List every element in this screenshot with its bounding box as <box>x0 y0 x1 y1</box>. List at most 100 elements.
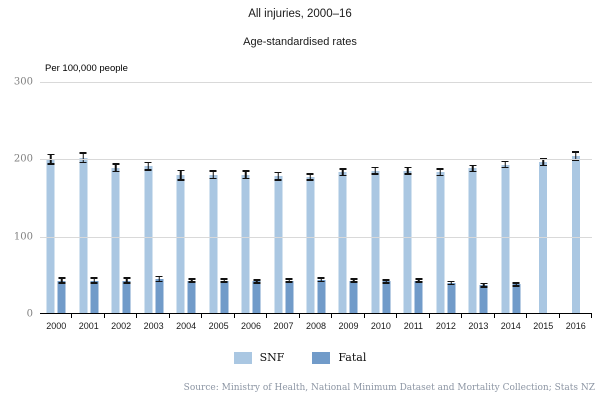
fatal-bar-fill <box>382 281 391 313</box>
x-tick <box>558 314 560 318</box>
x-tick-label-2006: 2006 <box>241 321 262 331</box>
y-axis-unit-label: Per 100,000 people <box>45 63 128 74</box>
fatal-error-cap-top <box>350 278 358 280</box>
plot-area: 2000 2001 2002 2003 2004 2005 2006 2007 2008 2009… <box>40 82 592 331</box>
snf-error-whisker <box>407 166 409 175</box>
fatal-bar-fill <box>285 280 294 313</box>
fatal-error-whisker <box>385 279 388 284</box>
fatal-error-cap-bottom <box>90 282 98 284</box>
x-tick <box>493 314 495 318</box>
x-tick-label-2012: 2012 <box>435 321 456 331</box>
snf-error-whisker <box>147 161 149 171</box>
fatal-error-cap-bottom <box>480 286 488 288</box>
fatal-bar-fill <box>349 280 358 313</box>
fatal-bar-2002 <box>122 277 131 313</box>
fatal-legend-swatch <box>312 351 331 364</box>
snf-error-cap-bottom <box>242 177 250 180</box>
snf-error-cap-bottom <box>177 179 185 181</box>
x-tick-label-2009: 2009 <box>338 321 359 331</box>
snf-bar-fill <box>371 170 380 313</box>
bar-pair-2003 <box>144 161 164 313</box>
fatal-error-cap-top <box>90 277 98 279</box>
snf-bar-fill <box>209 174 218 313</box>
snf-bar-fill <box>46 159 55 313</box>
snf-error-whisker <box>309 173 312 181</box>
snf-bar-2011 <box>403 166 412 313</box>
source-attribution: Source: Ministry of Health, National Min… <box>183 383 595 393</box>
snf-error-cap-bottom <box>404 173 412 175</box>
snf-error-whisker <box>374 166 377 175</box>
snf-error-cap-bottom <box>144 169 152 171</box>
snf-error-cap-top <box>339 168 347 170</box>
fatal-error-whisker <box>515 282 518 287</box>
snf-bar-2004 <box>176 169 185 313</box>
snf-error-cap-top <box>144 161 152 164</box>
snf-error-whisker <box>542 158 545 166</box>
bar-pair-2012 <box>436 168 456 313</box>
fatal-error-cap-bottom <box>415 281 423 283</box>
snf-bar-2005 <box>209 170 218 313</box>
snf-error-whisker <box>212 170 214 180</box>
fatal-bar-2006 <box>252 279 261 313</box>
snf-error-cap-bottom <box>306 179 314 181</box>
snf-bar-2016 <box>571 151 580 313</box>
category-group-2002: 2002 <box>105 82 138 331</box>
fatal-error-whisker <box>93 277 95 284</box>
gridline-300 <box>40 82 592 83</box>
fatal-error-cap-bottom <box>58 282 66 284</box>
snf-error-cap-bottom <box>47 163 55 165</box>
category-group-2011: 2011 <box>397 82 430 331</box>
x-tick-label-2001: 2001 <box>78 321 99 331</box>
x-tick-label-2014: 2014 <box>500 321 521 331</box>
snf-error-cap-top <box>112 163 120 165</box>
snf-error-cap-bottom <box>469 170 477 173</box>
fatal-error-cap-top <box>480 282 488 285</box>
fatal-bar-fill <box>187 280 196 313</box>
x-tick-label-2003: 2003 <box>143 321 164 331</box>
x-tick-label-2004: 2004 <box>176 321 197 331</box>
snf-error-whisker <box>244 170 247 180</box>
x-tick <box>396 314 398 318</box>
snf-error-whisker <box>82 152 84 164</box>
fatal-error-whisker <box>450 280 453 286</box>
snf-bar-fill <box>571 156 580 313</box>
snf-error-cap-top <box>306 173 314 175</box>
snf-bar-2001 <box>79 152 88 313</box>
snf-bar-2012 <box>436 168 445 313</box>
fatal-error-cap-bottom <box>512 285 520 287</box>
fatal-error-whisker <box>353 278 355 283</box>
bar-pair-2002 <box>111 163 131 313</box>
legend-item-snf: SNF <box>233 351 284 364</box>
fatal-error-whisker <box>190 278 193 283</box>
snf-legend-swatch <box>233 351 252 364</box>
snf-bar-2014 <box>501 160 510 313</box>
snf-error-cap-top <box>79 152 87 154</box>
snf-error-cap-bottom <box>339 174 347 177</box>
category-group-2012: 2012 <box>430 82 463 331</box>
fatal-bar-2009 <box>349 278 358 313</box>
fatal-bar-2013 <box>479 282 488 313</box>
snf-error-cap-top <box>572 151 580 153</box>
snf-error-cap-top <box>436 168 444 170</box>
fatal-error-cap-bottom <box>317 280 325 282</box>
x-tick-label-2010: 2010 <box>370 321 391 331</box>
bar-pair-2004 <box>176 169 196 313</box>
fatal-error-cap-top <box>188 278 196 280</box>
x-tick <box>363 314 365 318</box>
fatal-error-whisker <box>223 278 225 283</box>
x-tick <box>526 314 528 318</box>
bar-pair-2010 <box>371 166 391 313</box>
chart-subtitle: Age-standardised rates <box>243 36 357 48</box>
category-group-2003: 2003 <box>137 82 170 331</box>
snf-error-cap-bottom <box>539 164 547 167</box>
snf-error-whisker <box>472 164 474 173</box>
category-group-2010: 2010 <box>365 82 398 331</box>
fatal-bar-fill <box>512 284 521 313</box>
snf-bar-fill <box>403 170 412 313</box>
snf-bar-fill <box>79 157 88 313</box>
chart-title: All injuries, 2000–16 <box>248 8 352 20</box>
snf-error-cap-bottom <box>274 179 282 181</box>
snf-error-whisker <box>49 153 52 165</box>
fatal-error-cap-top <box>58 277 66 279</box>
y-tick-label-0: 0 <box>26 308 33 320</box>
